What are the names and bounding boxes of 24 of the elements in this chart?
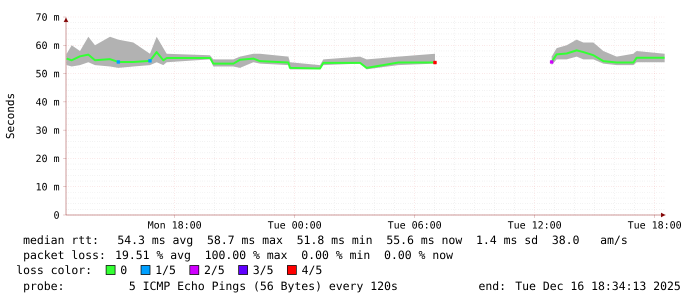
legend-label: 0 xyxy=(121,266,126,274)
y-tick-label: 40 m xyxy=(36,98,60,106)
legend-label: 1/5 xyxy=(156,266,175,276)
y-axis-title: Seconds xyxy=(6,94,14,138)
x-tick-label: Tue 00:00 xyxy=(268,221,322,229)
legend-title: loss color: xyxy=(17,265,90,274)
text: probe: 5 ICMP Echo Pings (56 Bytes) every 120s xyxy=(24,281,397,292)
x-tick-label: Tue 12:00 xyxy=(508,221,562,229)
x-tick-label: Mon 18:00 xyxy=(148,221,202,229)
text: end: Tue Dec 16 18:34:13 2025 xyxy=(479,281,680,290)
x-tick-label: Tue 18:00 xyxy=(628,221,682,229)
legend-label: 3/5 xyxy=(254,266,273,276)
y-tick-label: 20 m xyxy=(36,154,60,162)
y-tick-label: 70 m xyxy=(36,13,60,21)
x-tick-label: Tue 06:00 xyxy=(388,221,442,229)
y-tick-label: 50 m xyxy=(36,70,60,78)
legend-label: 2/5 xyxy=(204,266,224,276)
y-tick-label: 30 m xyxy=(36,126,60,134)
y-tick-label: 10 m xyxy=(36,182,60,190)
text: packet loss: 19.51 % avg 100.00 % max 0.00 % min 0.00 % now xyxy=(24,250,454,262)
y-tick-label: 0 xyxy=(54,211,59,219)
y-tick-label: 60 m xyxy=(36,42,60,50)
text: median rtt: 54.3 ms avg 58.7 ms max 51.8 ms min 55.6 ms now 1.4 ms sd 38.0 am/s xyxy=(24,235,627,246)
legend-label: 4/5 xyxy=(302,266,322,276)
